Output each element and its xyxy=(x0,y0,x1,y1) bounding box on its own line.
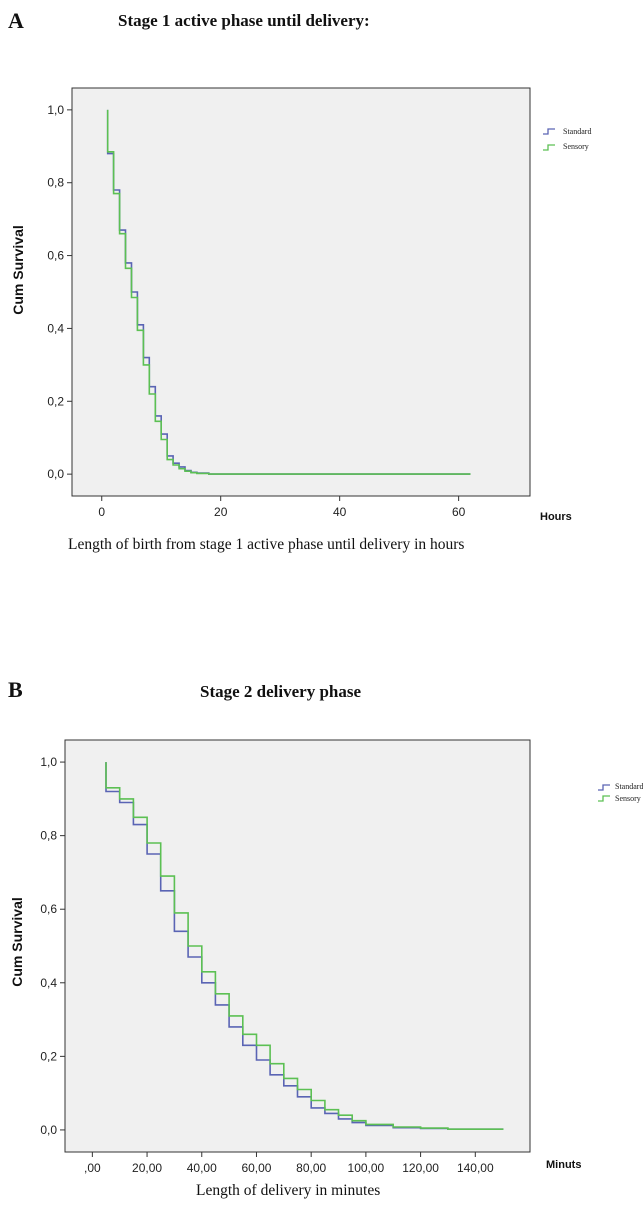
y-tick-label: 1,0 xyxy=(47,103,64,117)
x-tick-label: 140,00 xyxy=(457,1161,494,1175)
legend-sensory-label: Sensory xyxy=(615,794,641,803)
y-tick-label: 0,0 xyxy=(47,467,64,481)
series-sensory-line xyxy=(105,762,504,1130)
y-tick-label: 0,0 xyxy=(40,1123,57,1137)
legend-sensory-swatch xyxy=(598,795,610,802)
panel-b-ticks: 0,0 0,2 0,4 0,6 0,8 1,0 ,00 20,00 40,00 60,00 80,0… xyxy=(40,755,494,1175)
legend-standard-label: Standard xyxy=(563,127,591,136)
panel-b-caption: Length of delivery in minutes xyxy=(196,1182,380,1199)
panel-a: A Stage 1 active phase until delivery: 0… xyxy=(8,8,591,553)
panel-a-ylabel: Cum Survival xyxy=(10,225,26,314)
panel-b-xlabel: Minuts xyxy=(546,1159,581,1171)
x-tick-label: 20,00 xyxy=(132,1161,162,1175)
y-tick-label: 0,4 xyxy=(47,321,64,335)
x-tick-label: 100,00 xyxy=(348,1161,385,1175)
panel-a-title: Stage 1 active phase until delivery: xyxy=(118,11,370,30)
panel-b-ylabel: Cum Survival xyxy=(9,897,25,986)
y-tick-label: 1,0 xyxy=(40,755,57,769)
x-tick-label: 20 xyxy=(214,505,228,519)
panel-b-letter: B xyxy=(8,677,23,702)
panel-a-letter: A xyxy=(8,8,24,33)
x-tick-label: 60,00 xyxy=(241,1161,271,1175)
legend-standard-swatch xyxy=(543,128,555,135)
x-tick-label: 40 xyxy=(333,505,347,519)
panel-b-series xyxy=(105,762,504,1130)
panel-b-title: Stage 2 delivery phase xyxy=(200,682,361,701)
x-tick-label: 120,00 xyxy=(402,1161,439,1175)
x-tick-label: 60 xyxy=(452,505,466,519)
panel-a-legend: Standard Sensory xyxy=(543,127,591,151)
panel-b: B Stage 2 delivery phase 0,0 0,2 0,4 0,6 0,8… xyxy=(8,677,643,1199)
x-tick-label: 40,00 xyxy=(187,1161,217,1175)
legend-sensory-swatch xyxy=(543,144,555,151)
x-tick-label: 0 xyxy=(98,505,105,519)
panel-a-plot-area xyxy=(71,87,531,497)
y-tick-label: 0,8 xyxy=(40,829,57,843)
panel-a-caption: Length of birth from stage 1 active phas… xyxy=(68,536,464,553)
legend-standard-swatch xyxy=(598,784,610,791)
panel-b-legend: Standard Sensory xyxy=(598,782,643,803)
y-tick-label: 0,2 xyxy=(40,1049,57,1063)
x-tick-label: ,00 xyxy=(84,1161,101,1175)
y-tick-label: 0,6 xyxy=(40,902,57,916)
y-tick-label: 0,6 xyxy=(47,249,64,263)
series-standard-line xyxy=(105,762,504,1130)
legend-sensory-label: Sensory xyxy=(563,142,589,151)
panel-a-xlabel: Hours xyxy=(540,511,572,523)
y-tick-label: 0,2 xyxy=(47,394,64,408)
series-sensory-line xyxy=(106,109,471,475)
y-tick-label: 0,4 xyxy=(40,976,57,990)
panel-a-series xyxy=(106,109,471,475)
y-tick-label: 0,8 xyxy=(47,176,64,190)
x-tick-label: 80,00 xyxy=(296,1161,326,1175)
panel-a-ticks: 0,0 0,2 0,4 0,6 0,8 1,0 0 20 40 60 xyxy=(47,103,465,519)
legend-standard-label: Standard xyxy=(615,782,643,791)
